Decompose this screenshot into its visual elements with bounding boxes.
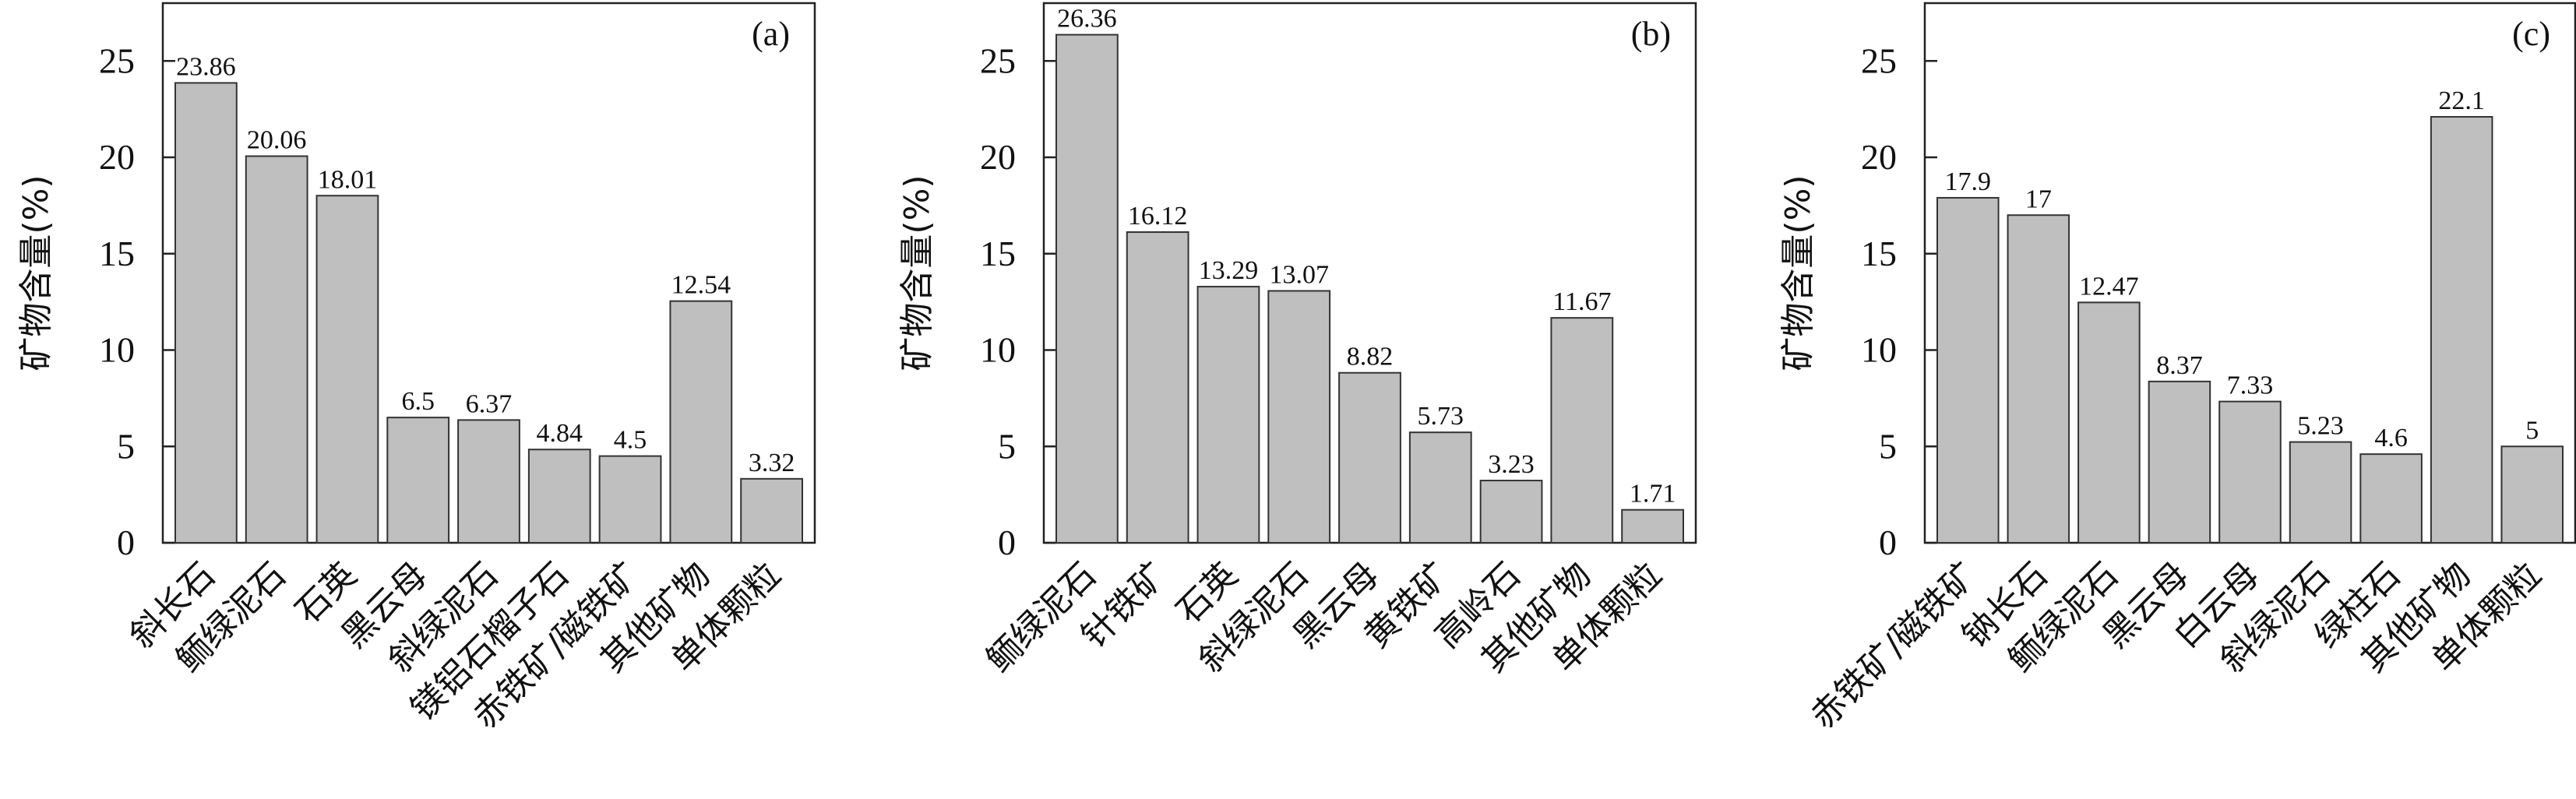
y-tick-label: 15	[99, 234, 135, 273]
panel-label: (b)	[1631, 15, 1671, 53]
data-label: 22.1	[2438, 86, 2485, 115]
bar	[174, 82, 238, 544]
bar	[1267, 290, 1331, 544]
data-label: 20.06	[247, 126, 307, 155]
bar	[1550, 317, 1614, 544]
y-tick-label: 15	[1861, 234, 1897, 273]
panel-label: (c)	[2512, 15, 2550, 53]
data-label: 5.73	[1418, 402, 1464, 431]
y-axis-title: 矿物含量(%)	[1778, 174, 1818, 371]
data-label: 17	[2025, 185, 2052, 213]
bar	[2218, 400, 2282, 544]
y-tick-label: 10	[1861, 330, 1897, 370]
bar	[1936, 196, 2000, 544]
bar	[527, 449, 591, 544]
y-tick-label: 25	[980, 40, 1016, 80]
y-tick-label: 15	[980, 234, 1016, 273]
y-axis-title: 矿物含量(%)	[897, 174, 937, 371]
y-tick-label: 20	[1861, 137, 1897, 177]
y-tick-label: 0	[1879, 523, 1897, 562]
bar	[2500, 445, 2564, 544]
data-label: 23.86	[176, 52, 236, 81]
y-tick-label: 25	[99, 40, 135, 80]
data-label: 6.37	[466, 389, 513, 418]
y-axis-title: 矿物含量(%)	[16, 174, 56, 371]
bar	[1479, 480, 1543, 544]
data-label: 18.01	[318, 165, 378, 194]
data-label: 6.5	[401, 387, 435, 416]
bar	[245, 155, 308, 544]
bar	[598, 455, 662, 544]
y-tick-label: 20	[99, 137, 135, 177]
data-label: 17.9	[1945, 167, 1992, 196]
data-label: 3.32	[749, 449, 795, 477]
data-label: 13.29	[1199, 256, 1259, 285]
data-label: 4.5	[614, 426, 647, 455]
data-label: 5	[2525, 416, 2539, 445]
bar	[1126, 231, 1189, 544]
data-label: 8.37	[2156, 351, 2203, 380]
bar	[2289, 441, 2352, 544]
panel-label: (a)	[752, 15, 790, 53]
bar	[2430, 116, 2493, 544]
y-tick-label: 25	[1861, 40, 1897, 80]
y-tick-label: 5	[117, 426, 135, 466]
data-label: 3.23	[1488, 450, 1535, 479]
y-tick-label: 5	[1879, 426, 1897, 466]
bar	[1055, 33, 1119, 544]
data-label: 12.47	[2079, 272, 2139, 301]
bar	[1338, 371, 1401, 544]
bar	[457, 419, 520, 544]
data-label: 1.71	[1630, 480, 1676, 509]
data-label: 4.84	[537, 419, 583, 448]
bar	[2077, 301, 2141, 544]
y-tick-label: 10	[980, 330, 1016, 370]
bar	[2359, 453, 2423, 544]
data-label: 13.07	[1269, 261, 1329, 290]
bar	[1408, 431, 1472, 544]
data-label: 12.54	[671, 271, 731, 300]
y-tick-label: 0	[117, 523, 135, 562]
y-tick-label: 20	[980, 137, 1016, 177]
data-label: 11.67	[1552, 287, 1611, 316]
bar	[2148, 380, 2211, 544]
bar	[386, 417, 450, 544]
data-label: 8.82	[1347, 343, 1394, 371]
category-label: 赤铁矿/磁铁矿	[1803, 555, 1985, 737]
y-tick-label: 10	[99, 330, 135, 370]
bar	[2007, 214, 2070, 544]
data-label: 16.12	[1128, 202, 1188, 231]
data-label: 26.36	[1057, 5, 1117, 33]
bar	[315, 195, 379, 544]
y-tick-label: 0	[998, 523, 1016, 562]
bar	[669, 300, 733, 544]
y-tick-label: 5	[998, 426, 1016, 466]
bar	[1196, 286, 1260, 544]
data-label: 5.23	[2297, 412, 2344, 441]
bar	[740, 477, 804, 544]
data-label: 7.33	[2227, 371, 2274, 400]
data-label: 4.6	[2374, 424, 2408, 452]
bar	[1621, 509, 1684, 544]
